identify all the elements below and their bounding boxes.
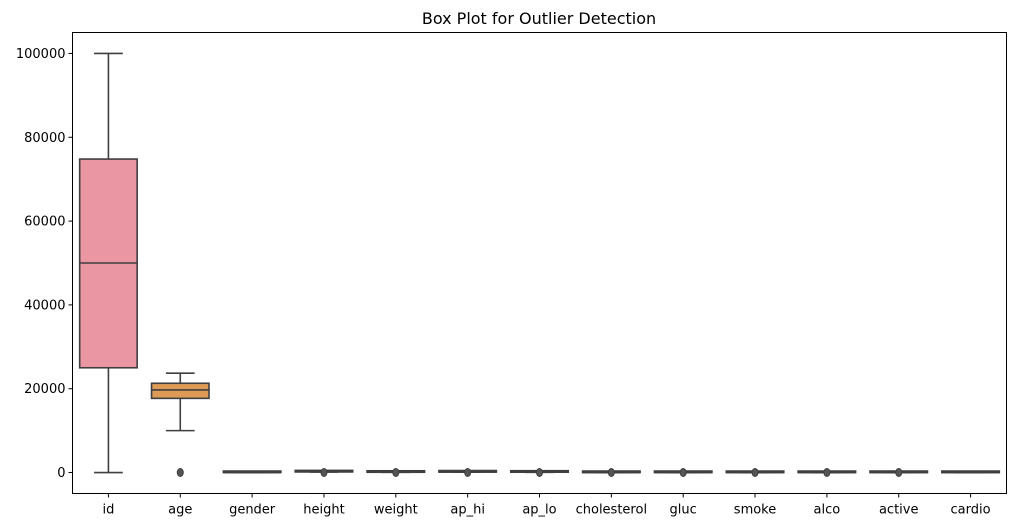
x-tick-label: cholesterol: [576, 503, 647, 518]
box-gluc: [653, 468, 713, 478]
x-axis: id age gender height weight ap_hi ap_lo cholest…: [102, 493, 991, 518]
box-ap_hi: [438, 468, 498, 478]
box-cardio: [941, 470, 1001, 474]
x-tick-label: gender: [229, 503, 276, 518]
plot-frame: [72, 32, 1007, 494]
outliers-ap_lo: [536, 468, 543, 478]
outliers-age: [176, 468, 184, 478]
x-tick-label: ap_lo: [522, 503, 556, 518]
box-age: [150, 372, 210, 478]
y-tick-label: 20000: [24, 382, 65, 397]
box-active: [869, 468, 929, 478]
y-tick-label: 100000: [16, 47, 66, 62]
x-tick-label: age: [168, 503, 192, 518]
x-tick-label: smoke: [734, 503, 776, 518]
box-smoke: [725, 468, 785, 478]
x-tick-label: alco: [814, 503, 841, 518]
box-cholesterol: [581, 468, 641, 478]
x-tick-label: height: [303, 503, 344, 518]
x-tick-label: active: [879, 503, 919, 518]
x-tick-label: id: [102, 503, 114, 518]
outliers-alco: [823, 468, 831, 478]
box-id: [78, 52, 138, 474]
outliers-gluc: [679, 468, 687, 478]
y-tick-label: 60000: [24, 215, 65, 230]
box-gender: [222, 470, 282, 474]
outliers-ap_hi: [464, 468, 472, 478]
y-axis: 0 20000 40000 60000 80000 100000: [16, 47, 73, 481]
y-tick-label: 40000: [24, 298, 65, 313]
iqr-box-age: [150, 382, 210, 400]
box-alco: [797, 468, 857, 478]
chart-title: Box Plot for Outlier Detection: [422, 9, 656, 28]
x-tick-label: gluc: [670, 503, 697, 518]
box-height: [294, 468, 354, 478]
outliers-height: [320, 468, 328, 478]
x-tick-label: cardio: [951, 503, 991, 518]
boxes-layer: [78, 52, 1001, 478]
y-tick-label: 80000: [24, 131, 65, 146]
outliers-cholesterol: [607, 468, 615, 478]
x-tick-label: weight: [374, 503, 418, 518]
outliers-active: [895, 468, 903, 478]
outliers-smoke: [751, 468, 759, 478]
x-tick-label: ap_hi: [450, 503, 485, 518]
y-tick-label: 0: [57, 466, 65, 481]
outliers-weight: [392, 468, 400, 478]
box-ap_lo: [509, 468, 570, 478]
box-weight: [366, 468, 426, 478]
